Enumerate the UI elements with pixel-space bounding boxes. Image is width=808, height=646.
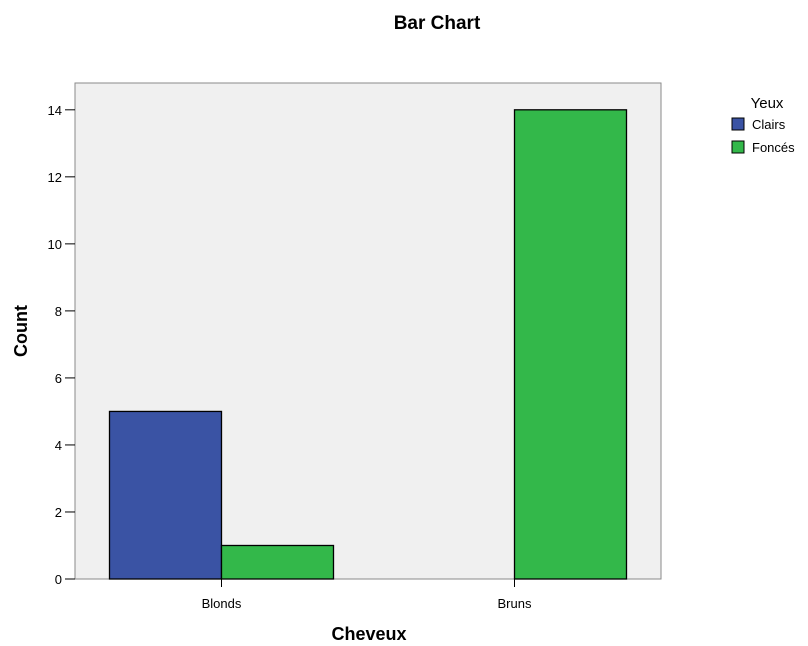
x-tick-label: Bruns: [498, 596, 532, 611]
legend-swatch-clairs: [731, 117, 745, 131]
y-tick-label: 6: [55, 371, 62, 386]
y-axis-title: Count: [11, 305, 31, 357]
legend: Yeux Clairs Foncés: [731, 95, 795, 155]
y-tick-label: 4: [55, 438, 62, 453]
y-tick-label: 12: [48, 170, 62, 185]
legend-swatch-fonc-s: [731, 140, 745, 154]
legend-label: Clairs: [752, 117, 786, 132]
y-tick-label: 10: [48, 237, 62, 252]
bar-fonc-s-blonds: [220, 544, 335, 580]
y-tick-label: 2: [55, 505, 62, 520]
y-tick-label: 8: [55, 304, 62, 319]
y-tick-label: 14: [48, 103, 62, 118]
x-axis: Blonds Bruns: [202, 579, 532, 611]
bar-fonc-s-bruns: [513, 109, 628, 580]
bars-group: [108, 109, 628, 580]
legend-title: Yeux: [751, 95, 784, 112]
y-tick-label: 0: [55, 572, 62, 587]
bar-clairs-blonds: [108, 410, 223, 580]
legend-label: Foncés: [752, 140, 795, 155]
chart-title: Bar Chart: [394, 13, 481, 34]
x-axis-title: Cheveux: [331, 624, 406, 644]
x-tick-label: Blonds: [202, 596, 242, 611]
y-axis: 0 2 4 6 8 10 12 14: [48, 103, 75, 587]
